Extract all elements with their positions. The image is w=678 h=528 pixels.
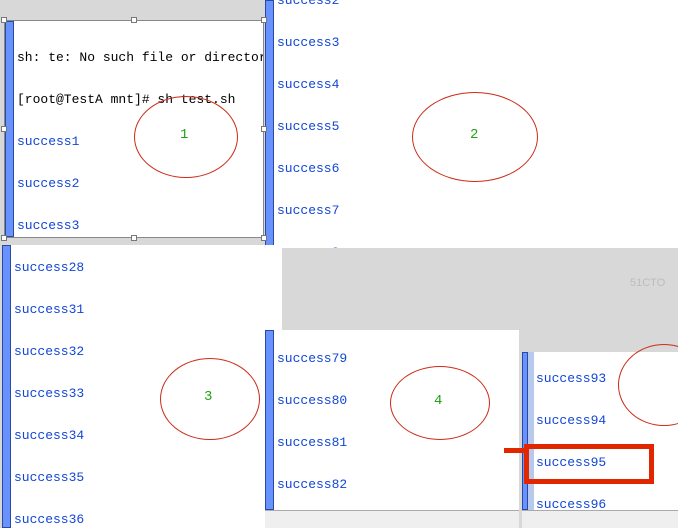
output-line: success79 [277, 352, 347, 366]
output-line: success33 [14, 387, 84, 401]
output-line: success36 [14, 513, 84, 527]
time-highlight-box [524, 444, 654, 484]
annotation-label-2: 2 [470, 128, 478, 142]
output-line: success4 [277, 78, 347, 92]
crop-handle[interactable] [131, 235, 137, 241]
crop-handle[interactable] [1, 235, 7, 241]
output-line: success28 [14, 261, 84, 275]
output-line: success8 [277, 246, 347, 248]
output-line: success34 [14, 429, 84, 443]
output-line: success2 [17, 177, 264, 191]
crop-handle[interactable] [261, 126, 267, 132]
output-line: success96 [536, 498, 669, 510]
output-line: success31 [14, 303, 84, 317]
crop-handle[interactable] [261, 235, 267, 241]
canvas-root: success2 success3 success4 success5 succ… [0, 0, 678, 528]
annotation-label-3: 3 [204, 390, 212, 404]
output-line: success2 [277, 0, 347, 8]
output-line: success80 [277, 394, 347, 408]
annotation-label-4: 4 [434, 394, 442, 408]
output-line: success81 [277, 436, 347, 450]
output-line: success82 [277, 478, 347, 492]
output-line: success5 [277, 120, 347, 134]
time-highlight-connector [504, 448, 528, 453]
watermark-text: 51CTO [630, 276, 665, 290]
scrollbar-stripe-inner [528, 352, 534, 510]
output-line: success3 [277, 36, 347, 50]
crop-handle[interactable] [1, 126, 7, 132]
crop-handle[interactable] [1, 17, 7, 23]
output-line: success7 [277, 204, 347, 218]
statusbar-5: Readyssh2: A [522, 510, 678, 528]
crop-handle[interactable] [131, 17, 137, 23]
statusbar-4: Readyssh2: AES-256 42, 1 [265, 510, 519, 528]
crop-handle[interactable] [261, 17, 267, 23]
output-line: success3 [17, 219, 264, 233]
output-line: success32 [14, 345, 84, 359]
output-line: success6 [277, 162, 347, 176]
error-line: sh: te: No such file or director [17, 51, 264, 65]
scrollbar-stripe [265, 330, 274, 510]
scrollbar-stripe [2, 245, 11, 528]
prompt-line: [root@TestA mnt]# sh test.sh [17, 93, 264, 107]
scrollbar-stripe [265, 0, 274, 248]
annotation-label-1: 1 [180, 128, 188, 142]
output-line: success35 [14, 471, 84, 485]
